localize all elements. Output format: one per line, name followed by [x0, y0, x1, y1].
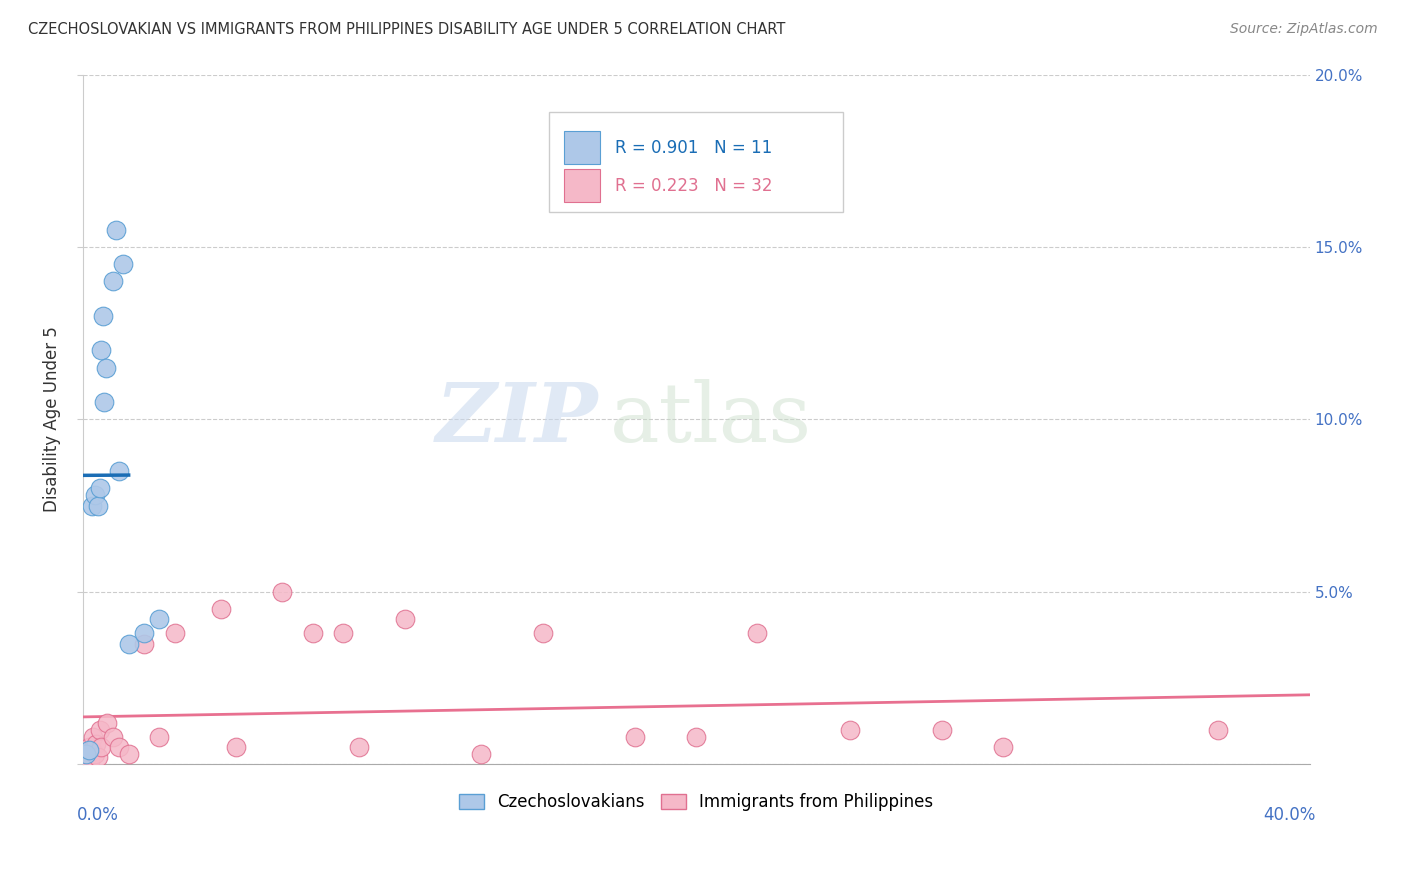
Point [105, 223, 128, 237]
Y-axis label: Disability Age Under 5: Disability Age Under 5 [44, 326, 60, 512]
Point [76, 750, 98, 764]
Text: atlas: atlas [610, 379, 813, 459]
Point [94, 360, 117, 375]
Point [89, 481, 111, 495]
Point [96, 715, 118, 730]
Point [82, 730, 104, 744]
FancyBboxPatch shape [564, 169, 600, 202]
Point [301, 626, 323, 640]
Text: Source: ZipAtlas.com: Source: ZipAtlas.com [1230, 22, 1378, 37]
Point [80, 743, 103, 757]
Point [838, 723, 860, 737]
Legend: Czechoslovakians, Immigrants from Philippines: Czechoslovakians, Immigrants from Philip… [451, 787, 941, 818]
Point [108, 739, 131, 754]
FancyBboxPatch shape [564, 131, 600, 164]
Point [394, 612, 416, 626]
Text: R = 0.223   N = 32: R = 0.223 N = 32 [616, 177, 773, 194]
Point [90, 739, 112, 754]
Point [132, 626, 155, 640]
FancyBboxPatch shape [548, 112, 844, 212]
Point [86, 737, 108, 751]
Point [84, 488, 107, 502]
Point [209, 602, 232, 616]
Point [931, 723, 953, 737]
Point [332, 626, 354, 640]
Point [1206, 723, 1229, 737]
Point [132, 636, 155, 650]
Point [991, 739, 1014, 754]
Text: ZIP: ZIP [436, 379, 598, 459]
Text: 0.0%: 0.0% [76, 805, 118, 823]
Point [77, 743, 100, 757]
Point [80, 499, 103, 513]
Point [87, 750, 110, 764]
Point [77, 739, 100, 754]
Point [623, 730, 645, 744]
Text: 40.0%: 40.0% [1264, 805, 1316, 823]
Point [685, 730, 707, 744]
Point [470, 747, 492, 761]
Point [84, 747, 107, 761]
Text: CZECHOSLOVAKIAN VS IMMIGRANTS FROM PHILIPPINES DISABILITY AGE UNDER 5 CORRELATIO: CZECHOSLOVAKIAN VS IMMIGRANTS FROM PHILI… [28, 22, 786, 37]
Point [75, 747, 97, 761]
Point [111, 257, 134, 271]
Point [93, 395, 115, 409]
Point [103, 730, 125, 744]
Point [747, 626, 769, 640]
Point [531, 626, 554, 640]
Point [148, 612, 170, 626]
Point [271, 584, 294, 599]
Point [118, 747, 141, 761]
Point [87, 499, 110, 513]
Point [91, 309, 114, 323]
Point [90, 343, 112, 358]
Point [89, 723, 111, 737]
Point [108, 464, 131, 478]
Point [79, 754, 101, 768]
Point [347, 739, 370, 754]
Point [75, 747, 97, 761]
Point [118, 636, 141, 650]
Point [225, 739, 247, 754]
Point [163, 626, 186, 640]
Point [103, 275, 125, 289]
Text: R = 0.901   N = 11: R = 0.901 N = 11 [616, 138, 772, 157]
Point [148, 730, 170, 744]
